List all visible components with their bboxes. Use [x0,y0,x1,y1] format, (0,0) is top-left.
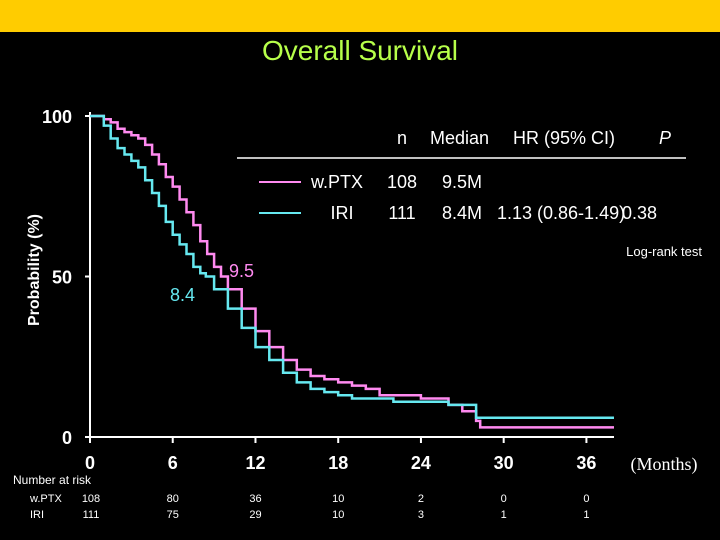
risk-value: 1 [501,509,507,521]
risk-value: 80 [167,493,179,505]
x-tick-label: 6 [168,453,178,473]
risk-value: 10 [332,493,344,505]
legend-label-wptx: w.PTX [310,172,363,192]
survival-curve-wptx [90,114,614,429]
legend-hr-iri: 1.13 (0.86-1.49) [497,203,625,223]
median-annotation-iri: 8.4 [170,285,195,305]
legend-label-iri: IRI [330,203,353,223]
risk-value: 10 [332,509,344,521]
chart-title: Overall Survival [262,35,458,66]
risk-value: 2 [418,493,424,505]
risk-row-label-wptx: w.PTX [29,493,62,505]
top-accent-bar [0,0,720,32]
legend-header-median: Median [430,128,489,148]
risk-value: 1 [583,509,589,521]
risk-value: 75 [167,509,179,521]
risk-row-label-iri: IRI [30,509,44,521]
x-tick-label: 30 [494,453,514,473]
x-tick-label: 36 [576,453,596,473]
survival-curve-iri [90,114,614,419]
x-tick-label: 0 [85,453,95,473]
y-tick-label: 0 [62,428,72,448]
risk-value: 3 [418,509,424,521]
x-tick-label: 18 [328,453,348,473]
legend-n-wptx: 108 [387,172,417,192]
risk-value: 111 [83,509,100,521]
y-tick-label: 100 [42,107,72,127]
risk-value: 29 [249,509,261,521]
x-tick-label: 24 [411,453,431,473]
risk-value: 0 [501,493,507,505]
x-axis-label: (Months) [631,454,698,475]
legend-p-iri: 0.38 [622,203,657,223]
legend-header-hr: HR (95% CI) [513,128,615,148]
legend-median-iri: 8.4M [442,203,482,223]
risk-value: 36 [249,493,261,505]
log-rank-note: Log-rank test [626,244,702,259]
legend-median-wptx: 9.5M [442,172,482,192]
y-axis-label: Probability (%) [26,214,43,326]
y-tick-label: 50 [52,268,72,288]
risk-value: 108 [82,493,100,505]
legend-header-n: n [397,128,407,148]
risk-table-title: Number at risk [13,473,92,487]
legend-header-p: P [659,128,671,148]
risk-value: 0 [583,493,589,505]
legend-n-iri: 111 [388,203,415,223]
x-tick-label: 12 [245,453,265,473]
median-annotation-wptx: 9.5 [229,261,254,281]
